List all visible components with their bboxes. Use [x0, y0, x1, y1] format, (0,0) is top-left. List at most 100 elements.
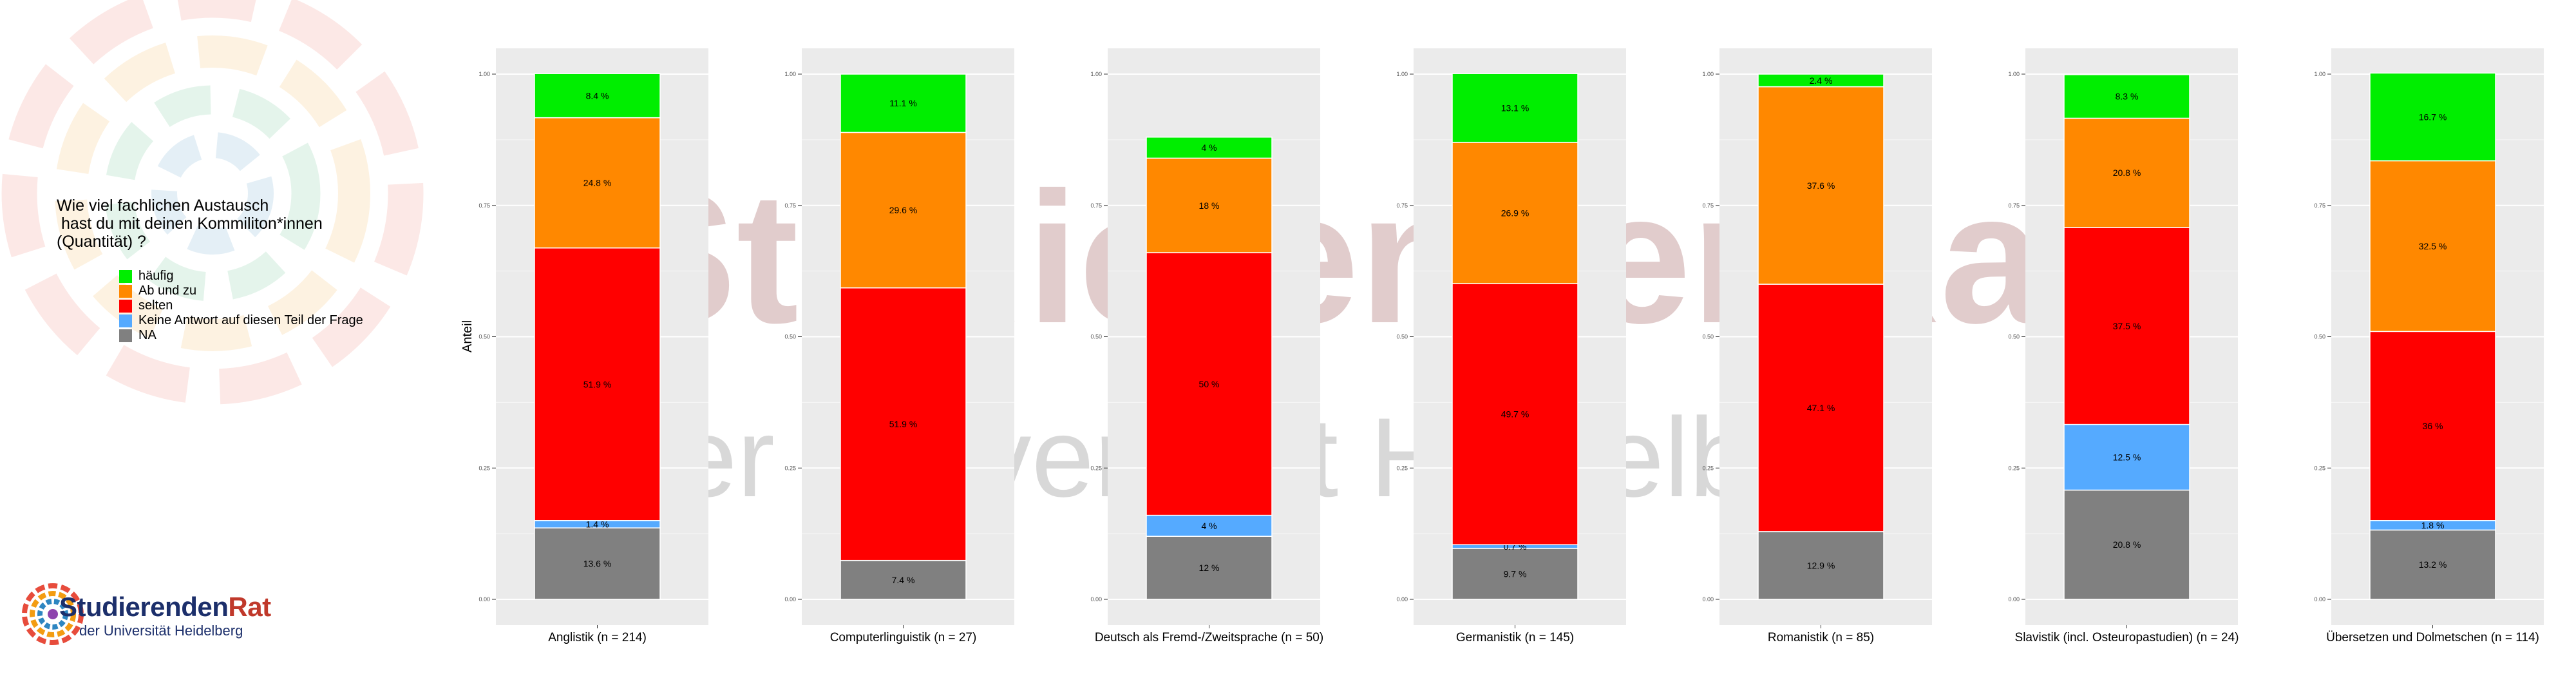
- legend-swatch-ab-und-zu: [119, 284, 132, 298]
- legend-item-keine-antwort: Keine Antwort auf diesen Teil der Frage: [119, 313, 363, 328]
- y-tick-label: 0.00: [1702, 596, 1714, 603]
- data-label: 9.7 %: [1504, 568, 1527, 579]
- bar-segment: [1146, 137, 1273, 159]
- bar-segment: [840, 73, 967, 133]
- y-tick-label: 0.50: [1090, 334, 1102, 340]
- bar-segment: [2369, 72, 2496, 162]
- legend-label-haeufig: häufig: [138, 269, 174, 283]
- data-label: 7.4 %: [892, 575, 915, 585]
- bar-segment: [534, 117, 661, 249]
- bar-segment: [2369, 529, 2496, 600]
- y-tick-label: 1.00: [1702, 71, 1714, 77]
- data-label: 13.1 %: [1501, 103, 1530, 113]
- y-tick-label: 1.00: [1090, 71, 1102, 77]
- y-tick-label: 1.00: [2008, 71, 2020, 77]
- data-label: 13.6 %: [583, 559, 612, 569]
- y-tick-label: 0.00: [2314, 596, 2325, 603]
- bar-segment: [2369, 160, 2496, 333]
- data-label: 4 %: [1201, 521, 1217, 531]
- data-label: 37.6 %: [1807, 180, 1835, 191]
- y-tick-label: 0.25: [2008, 465, 2020, 471]
- data-label: 11.1 %: [889, 98, 917, 108]
- category-label: Romanistik (n = 85): [1768, 631, 1874, 644]
- data-label: 1.8 %: [2421, 520, 2445, 530]
- legend-item-ab-und-zu: Ab und zu: [119, 284, 363, 298]
- y-tick-label: 0.25: [784, 465, 796, 471]
- bar-segment: [2063, 489, 2190, 600]
- bar-segment: [534, 247, 661, 521]
- data-label: 12 %: [1199, 563, 1220, 573]
- bar-segment: [1757, 86, 1884, 285]
- category-label: Computerlinguistik (n = 27): [830, 631, 977, 644]
- data-label: 1.4 %: [586, 519, 609, 529]
- data-label: 36 %: [2423, 421, 2443, 431]
- chart-panel: 0.00 0.25 0.50 0.75 1.00 13.6 % 1.4 % 51.9 % 24.…: [478, 48, 708, 644]
- legend-item-selten: selten: [119, 298, 363, 313]
- bar-segment: [1452, 283, 1578, 545]
- legend-label-keine-antwort: Keine Antwort auf diesen Teil der Frage: [138, 313, 363, 327]
- bar-segment: [534, 73, 661, 119]
- data-label: 16.7 %: [2419, 111, 2447, 122]
- bar-segment: [840, 559, 967, 600]
- y-tick-label: 0.75: [1090, 202, 1102, 209]
- bar-segment: [1146, 252, 1273, 516]
- y-tick-label: 0.50: [2314, 334, 2325, 340]
- data-label: 4 %: [1201, 142, 1217, 153]
- bar-segment: [1757, 73, 1884, 88]
- y-tick-label: 0.50: [2008, 334, 2020, 340]
- y-tick-label: 0.75: [2008, 202, 2020, 209]
- chart-panel: 0.00 0.25 0.50 0.75 1.00 20.8 % 12.5 % 37.5 % 20…: [2008, 48, 2239, 644]
- data-label: 18 %: [1199, 200, 1220, 211]
- chart-panel: 0.000.250.500.751.009.7 %0.7 %49.7 %26.9…: [1396, 48, 1626, 644]
- y-tick-label: 0.25: [1090, 465, 1102, 471]
- data-label: 2.4 %: [1810, 75, 1833, 86]
- logo-name: StudierendenRat: [59, 592, 271, 623]
- y-tick-label: 0.00: [784, 596, 796, 603]
- legend-swatch-haeufig: [119, 269, 132, 283]
- legend-swatch-keine-antwort: [119, 314, 132, 327]
- logo-name-part1: Studierenden: [59, 592, 229, 622]
- chart-panel: 0.00 0.25 0.50 0.75 1.00 7.4 % 51.9 % 29.6 % 11.…: [784, 48, 1014, 644]
- bar-segment: [840, 131, 967, 289]
- data-label: 12.5 %: [2113, 452, 2141, 463]
- data-label: 49.7 %: [1501, 409, 1530, 420]
- y-axis-title: Anteil: [460, 320, 475, 353]
- data-label: 32.5 %: [2419, 241, 2447, 251]
- y-tick-label: 0.25: [1702, 465, 1714, 471]
- y-tick-label: 0.00: [1090, 596, 1102, 603]
- data-label: 47.1 %: [1807, 403, 1835, 413]
- y-tick-label: 0.75: [2314, 202, 2325, 209]
- data-label: 13.2 %: [2419, 559, 2447, 570]
- legend-label-na: NA: [138, 328, 156, 342]
- data-label: 26.9 %: [1501, 208, 1530, 218]
- legend-swatch-selten: [119, 299, 132, 313]
- y-tick-label: 0.00: [478, 596, 490, 603]
- y-tick-label: 0.25: [1396, 465, 1408, 471]
- data-label: 51.9 %: [889, 419, 918, 429]
- legend-swatch-na: [119, 329, 132, 342]
- bar-segment: [2063, 227, 2190, 425]
- bar-segment: [2369, 331, 2496, 521]
- y-tick-label: 0.50: [784, 334, 796, 340]
- bar-segment: [2063, 117, 2190, 228]
- bar-segment: [1452, 73, 1578, 143]
- chart-panel: 0.00 0.25 0.50 0.75 1.00 12 % 4 % 50 % 18 % 4 % De…: [1090, 48, 1323, 644]
- data-label: 12.9 %: [1807, 560, 1835, 570]
- y-tick-label: 1.00: [1396, 71, 1408, 77]
- category-label: Übersetzen und Dolmetschen (n = 114): [2326, 631, 2539, 644]
- bar-segment: [1146, 157, 1273, 253]
- y-tick-label: 0.75: [1396, 202, 1408, 209]
- y-tick-label: 0.00: [2008, 596, 2020, 603]
- data-label: 8.4 %: [586, 90, 609, 101]
- bar-segment: [1452, 142, 1578, 284]
- y-tick-label: 0.75: [478, 202, 490, 209]
- bar-segment: [840, 287, 967, 561]
- y-tick-label: 0.50: [478, 334, 490, 340]
- legend-item-haeufig: häufig: [119, 269, 363, 284]
- legend: häufig Ab und zu selten Keine Antwort au…: [119, 269, 363, 343]
- y-tick-label: 0.75: [784, 202, 796, 209]
- y-tick-label: 1.00: [478, 71, 490, 77]
- bar-segment: [534, 527, 661, 600]
- legend-item-na: NA: [119, 328, 363, 343]
